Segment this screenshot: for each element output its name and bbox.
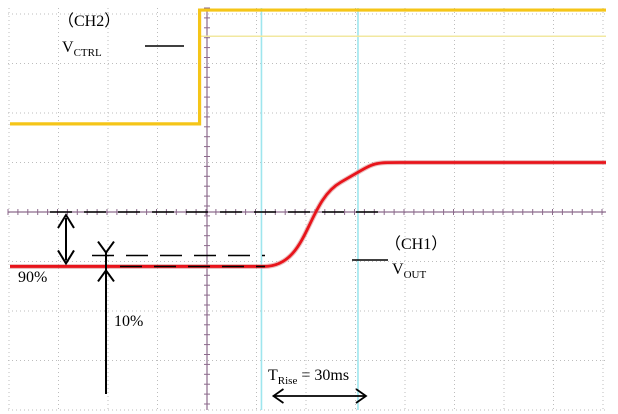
vout-label: VOUT [392, 261, 426, 281]
ch2-label: （CH2） [58, 12, 120, 30]
rise-time-arrowhead-right [355, 388, 368, 404]
level-10-arrowhead-down [97, 240, 115, 255]
trise-sub: Rise [278, 375, 298, 387]
vctrl-main: V [62, 39, 74, 56]
vout-sub: OUT [404, 269, 427, 281]
traces [10, 8, 606, 269]
level-90-arrowhead-up [57, 213, 75, 229]
rise-time-arrowhead-left [271, 388, 284, 404]
vctrl-sub: CTRL [74, 47, 102, 59]
ch1-label: （CH1） [385, 235, 447, 253]
time-cursors [260, 8, 359, 410]
vout-main: V [392, 261, 404, 278]
level-90-arrowhead-down [57, 249, 75, 266]
ch1-trace [10, 161, 606, 268]
ch1-raw-trace [10, 160, 606, 269]
rise-time-label: TRise = 30ms [268, 367, 349, 387]
vctrl-label: VCTRL [62, 39, 102, 59]
level-90-label: 90% [18, 269, 47, 286]
annotations [50, 45, 388, 404]
grid [7, 7, 606, 411]
level-10-arrowhead-up [97, 268, 115, 283]
level-10-label: 10% [114, 313, 143, 330]
trise-main: T [268, 367, 278, 384]
ch2-trace [10, 8, 606, 126]
trise-value: = 30ms [297, 367, 349, 384]
